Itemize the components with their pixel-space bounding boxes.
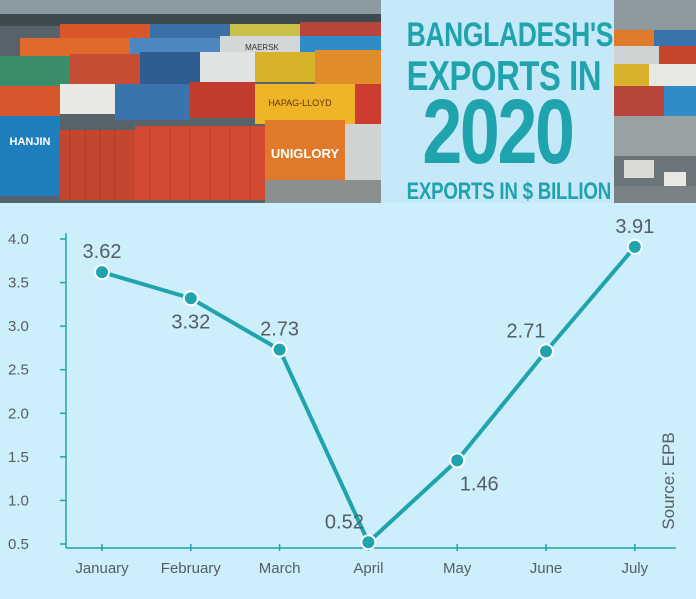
data-label: 3.62 — [83, 241, 122, 263]
data-label: 2.71 — [507, 320, 546, 342]
y-axis: 0.5 1.0 1.5 2.0 2.5 3.0 3.5 4.0 — [8, 231, 67, 553]
title-line-2: EXPORTS IN — [406, 52, 602, 99]
x-tick-label: July — [621, 560, 648, 577]
title-line-1: BANGLADESH'S — [406, 16, 614, 54]
data-point — [538, 343, 554, 360]
y-tick-label: 0.5 — [8, 536, 29, 553]
container-brand-3: UNIGLORY — [271, 146, 339, 161]
data-point — [182, 290, 199, 307]
x-tick-label: February — [161, 560, 222, 577]
title-panel: BANGLADESH'S EXPORTS IN 2020 EXPORTS IN … — [381, 0, 614, 205]
y-tick-label: 4.0 — [8, 231, 29, 248]
data-label: 2.73 — [260, 319, 299, 341]
x-tick-label: May — [443, 560, 472, 577]
data-point — [449, 452, 466, 469]
y-tick-label: 2.5 — [8, 362, 29, 379]
y-tick-label: 1.0 — [8, 492, 29, 509]
title-year: 2020 — [422, 81, 575, 183]
source-note: Source: EPB — [659, 432, 678, 529]
chart-area: 0.5 1.0 1.5 2.0 2.5 3.0 3.5 4.0 January February… — [0, 203, 696, 599]
line-chart: 0.5 1.0 1.5 2.0 2.5 3.0 3.5 4.0 January February… — [8, 216, 678, 577]
container-brand-1: MAERSK — [245, 43, 279, 52]
data-point — [360, 534, 377, 551]
data-point — [271, 341, 288, 358]
container-brand-4: HAPAG-LLOYD — [268, 98, 332, 108]
container-yard-photo-right — [614, 0, 696, 203]
series-line — [101, 245, 637, 545]
x-tick-label: April — [353, 560, 383, 577]
data-label: 1.46 — [460, 473, 499, 495]
x-tick-label: January — [75, 560, 129, 577]
y-tick-label: 1.5 — [8, 449, 29, 466]
y-tick-label: 3.0 — [8, 318, 29, 335]
chart-subtitle: EXPORTS IN $ BILLION — [406, 178, 612, 205]
data-label: 3.91 — [615, 216, 654, 238]
data-label: 0.52 — [325, 511, 364, 533]
data-point — [626, 238, 643, 255]
x-tick-label: June — [530, 560, 563, 577]
y-tick-label: 3.5 — [8, 275, 29, 292]
x-tick-label: March — [259, 560, 301, 577]
y-tick-label: 2.0 — [8, 405, 29, 422]
data-label: 3.32 — [171, 311, 210, 333]
container-yard-photo-left: MAERSK HAPAG-LLOYD HANJIN UNIGLORY — [0, 0, 381, 203]
data-point — [94, 264, 110, 281]
export-series: 3.62 3.32 2.73 0.52 1.46 2.71 3.91 — [83, 216, 654, 551]
container-brand-2: HANJIN — [10, 136, 51, 148]
